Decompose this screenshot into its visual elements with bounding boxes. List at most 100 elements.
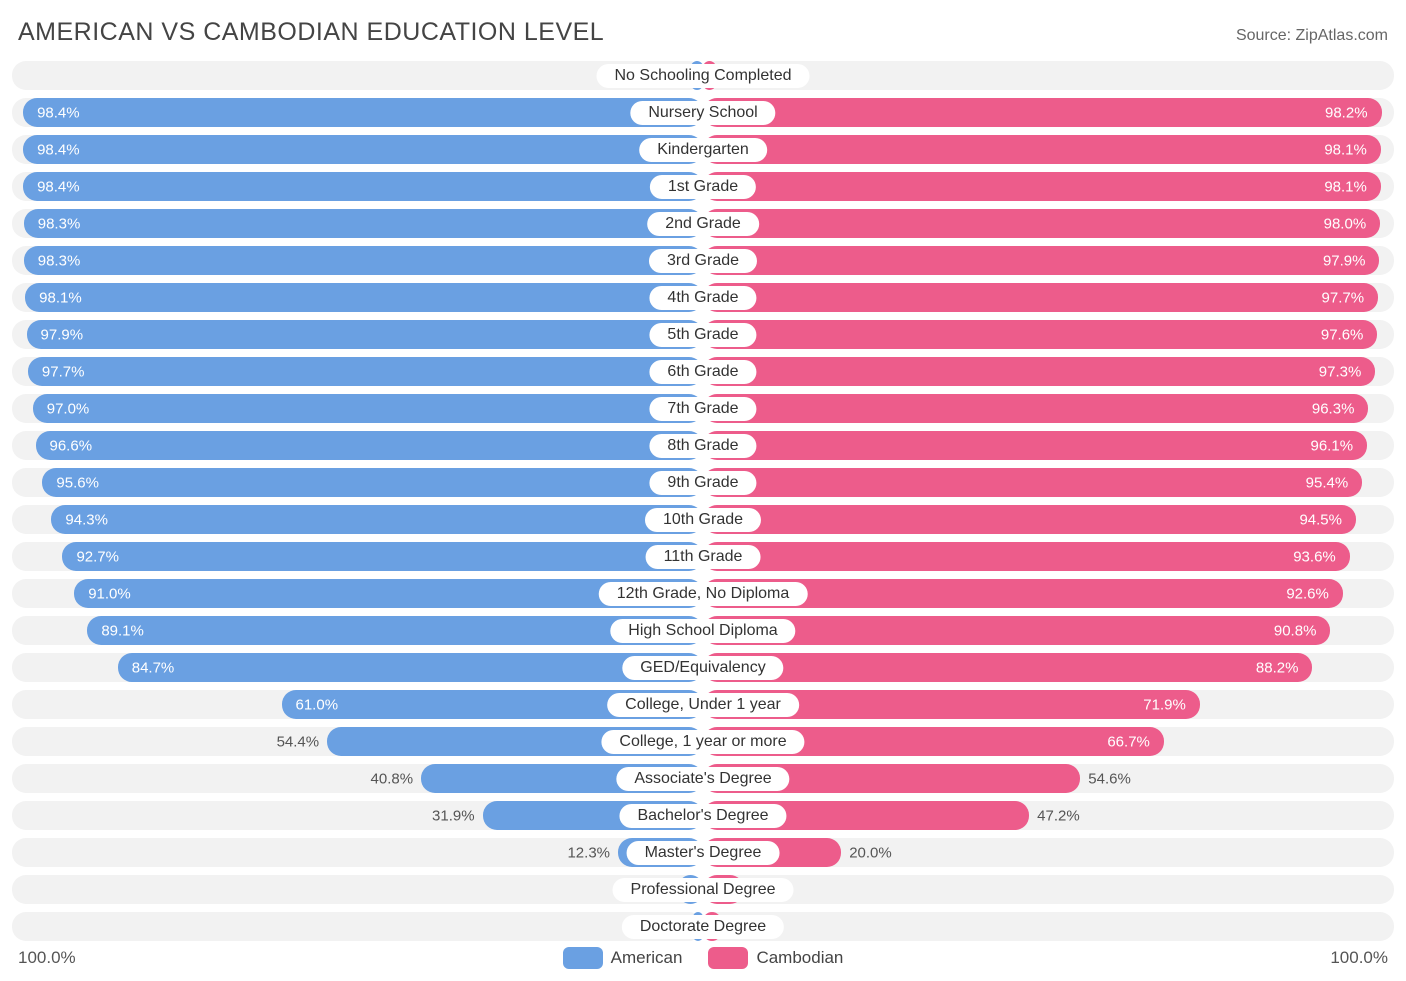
- bar-cambodian: 97.7%: [703, 283, 1378, 312]
- track-right: 97.9%: [703, 246, 1394, 275]
- track-left: 89.1%: [12, 616, 703, 645]
- pct-american: 97.0%: [47, 400, 90, 417]
- track-right: 98.1%: [703, 135, 1394, 164]
- category-label: No Schooling Completed: [597, 64, 810, 88]
- track-right: 93.6%: [703, 542, 1394, 571]
- track-left: 98.3%: [12, 246, 703, 275]
- pct-cambodian: 94.5%: [1299, 511, 1342, 528]
- pct-cambodian: 98.2%: [1325, 104, 1368, 121]
- legend: American Cambodian: [563, 947, 844, 969]
- chart-row: 40.8% 54.6% Associate's Degree: [12, 764, 1394, 793]
- chart-row: 92.7%93.6%11th Grade: [12, 542, 1394, 571]
- pct-cambodian: 93.6%: [1293, 548, 1336, 565]
- chart-row: 1.7%1.9%No Schooling Completed: [12, 61, 1394, 90]
- chart-row: 12.3%20.0%Master's Degree: [12, 838, 1394, 867]
- bar-cambodian: 88.2%: [703, 653, 1312, 682]
- track-right: 96.3%: [703, 394, 1394, 423]
- chart-row: 98.3%98.0%2nd Grade: [12, 209, 1394, 238]
- chart-row: 84.7%88.2%GED/Equivalency: [12, 653, 1394, 682]
- chart-row: 89.1%90.8%High School Diploma: [12, 616, 1394, 645]
- chart-header: AMERICAN VS CAMBODIAN EDUCATION LEVEL So…: [12, 18, 1394, 61]
- pct-american: 54.4%: [277, 733, 320, 750]
- chart-row: 94.3%94.5%10th Grade: [12, 505, 1394, 534]
- chart-row: 54.4% 66.7% College, 1 year or more: [12, 727, 1394, 756]
- chart-row: 98.4% 98.1%Kindergarten: [12, 135, 1394, 164]
- track-left: 92.7%: [12, 542, 703, 571]
- chart-row: 97.0%96.3%7th Grade: [12, 394, 1394, 423]
- category-label: Associate's Degree: [616, 767, 789, 791]
- chart-row: 61.0%71.9%College, Under 1 year: [12, 690, 1394, 719]
- pct-cambodian: 92.6%: [1286, 585, 1329, 602]
- category-label: College, 1 year or more: [601, 730, 804, 754]
- pct-cambodian: 97.6%: [1321, 326, 1364, 343]
- pct-american: 94.3%: [65, 511, 108, 528]
- track-left: 94.3%: [12, 505, 703, 534]
- bar-american: 97.9%: [27, 320, 703, 349]
- chart-row: 95.6%95.4%9th Grade: [12, 468, 1394, 497]
- pct-american: 40.8%: [371, 770, 414, 787]
- track-left: 96.6%: [12, 431, 703, 460]
- track-left: 98.3%: [12, 209, 703, 238]
- track-right: 97.6%: [703, 320, 1394, 349]
- track-left: 98.1%: [12, 283, 703, 312]
- track-right: 98.2%: [703, 98, 1394, 127]
- category-label: Professional Degree: [613, 878, 794, 902]
- track-left: 98.4%: [12, 98, 703, 127]
- pct-american: 98.4%: [37, 141, 80, 158]
- category-label: Nursery School: [630, 101, 775, 125]
- pct-cambodian: 54.6%: [1088, 770, 1131, 787]
- pct-american: 31.9%: [432, 807, 475, 824]
- track-left: 40.8%: [12, 764, 703, 793]
- track-left: 98.4%: [12, 172, 703, 201]
- bar-cambodian: 95.4%: [703, 468, 1362, 497]
- track-right: 95.4%: [703, 468, 1394, 497]
- track-left: 84.7%: [12, 653, 703, 682]
- track-right: 97.3%: [703, 357, 1394, 386]
- legend-swatch-cambodian: [708, 947, 748, 969]
- bar-american: 98.4%: [23, 172, 703, 201]
- chart-row: 98.3%97.9%3rd Grade: [12, 246, 1394, 275]
- bar-cambodian: 94.5%: [703, 505, 1356, 534]
- bar-cambodian: 96.1%: [703, 431, 1367, 460]
- chart-source: Source: ZipAtlas.com: [1236, 27, 1388, 45]
- pct-american: 95.6%: [56, 474, 99, 491]
- pct-cambodian: 88.2%: [1256, 659, 1299, 676]
- track-right: 66.7%: [703, 727, 1394, 756]
- pct-cambodian: 71.9%: [1143, 696, 1186, 713]
- bar-american: 97.0%: [33, 394, 703, 423]
- axis-max-left: 100.0%: [12, 948, 563, 968]
- track-left: 3.6%: [12, 875, 703, 904]
- pct-cambodian: 20.0%: [849, 844, 892, 861]
- chart-row: 98.4%98.1%1st Grade: [12, 172, 1394, 201]
- legend-item-american: American: [563, 947, 683, 969]
- pct-cambodian: 97.7%: [1322, 289, 1365, 306]
- pct-cambodian: 47.2%: [1037, 807, 1080, 824]
- pct-american: 97.7%: [42, 363, 85, 380]
- bar-cambodian: 97.6%: [703, 320, 1377, 349]
- pct-american: 98.3%: [38, 252, 81, 269]
- bar-american: 98.3%: [24, 209, 703, 238]
- pct-american: 92.7%: [76, 548, 119, 565]
- chart-footer: 100.0% American Cambodian 100.0%: [12, 947, 1394, 969]
- bar-american: 98.4%: [23, 135, 703, 164]
- category-label: Kindergarten: [639, 138, 767, 162]
- source-prefix: Source:: [1236, 27, 1296, 44]
- pct-american: 98.3%: [38, 215, 81, 232]
- track-left: 95.6%: [12, 468, 703, 497]
- track-right: 97.7%: [703, 283, 1394, 312]
- pct-cambodian: 95.4%: [1306, 474, 1349, 491]
- chart-row: 3.6%6.0%Professional Degree: [12, 875, 1394, 904]
- legend-swatch-american: [563, 947, 603, 969]
- bar-cambodian: 93.6%: [703, 542, 1350, 571]
- track-right: 98.0%: [703, 209, 1394, 238]
- track-right: 90.8%: [703, 616, 1394, 645]
- pct-cambodian: 90.8%: [1274, 622, 1317, 639]
- bar-american: 92.7%: [62, 542, 703, 571]
- track-left: 97.9%: [12, 320, 703, 349]
- bar-american: 96.6%: [36, 431, 704, 460]
- pct-cambodian: 66.7%: [1107, 733, 1150, 750]
- track-left: 1.5%: [12, 912, 703, 941]
- bar-cambodian: 90.8%: [703, 616, 1330, 645]
- track-right: 71.9%: [703, 690, 1394, 719]
- chart-row: 97.9%97.6%5th Grade: [12, 320, 1394, 349]
